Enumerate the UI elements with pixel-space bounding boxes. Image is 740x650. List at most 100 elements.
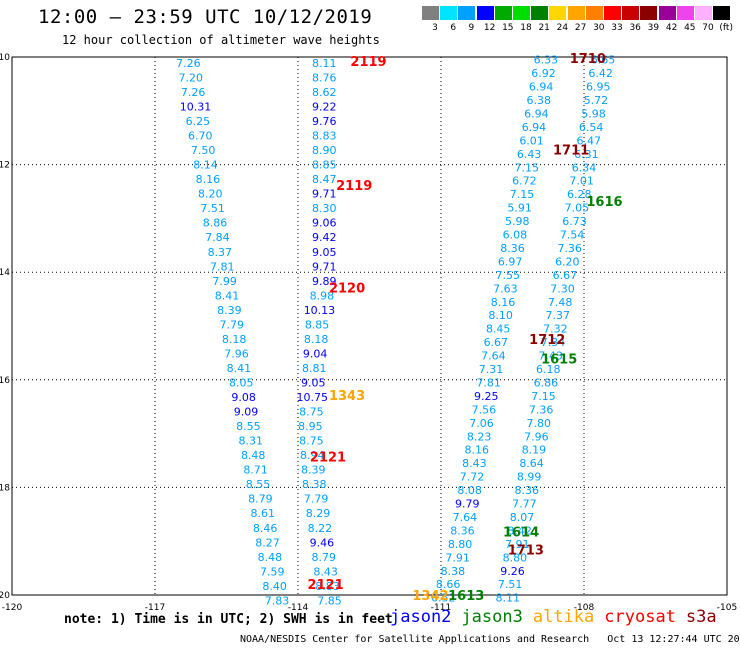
wave-height-value: 10.13: [304, 304, 336, 317]
wave-height-value: 6.25: [186, 115, 211, 128]
wave-height-value: 9.04: [303, 347, 328, 360]
wave-height-value: 7.83: [265, 594, 290, 607]
wave-height-value: 8.75: [299, 435, 324, 448]
pass-number-label: 1616: [586, 195, 622, 210]
wave-height-value: 8.16: [465, 444, 490, 457]
wave-height-value: 8.07: [510, 511, 535, 524]
wave-height-value: 8.11: [495, 592, 520, 605]
wave-height-value: 6.34: [572, 161, 597, 174]
wave-height-value: 7.81: [210, 260, 235, 273]
wave-height-value: 7.80: [526, 417, 551, 430]
wave-height-value: 8.38: [302, 478, 327, 491]
wave-height-value: 7.01: [569, 175, 594, 188]
wave-height-value: 6.47: [577, 134, 602, 147]
wave-height-value: 9.46: [310, 536, 335, 549]
wave-height-value: 6.70: [188, 130, 213, 143]
wave-height-value: 8.40: [262, 580, 287, 593]
wave-height-value: 7.20: [179, 71, 204, 84]
wave-height-value: 8.99: [517, 471, 542, 484]
wave-height-value: 7.91: [505, 538, 530, 551]
wave-height-value: 6.92: [531, 67, 556, 80]
colorbar-label: 33: [611, 23, 623, 33]
wave-height-value: 6.94: [524, 107, 549, 120]
colorbar-label: 39: [647, 23, 660, 33]
wave-height-value: 6.73: [562, 215, 587, 228]
wave-height-value: 6.20: [555, 255, 580, 268]
wave-height-value: 8.08: [457, 484, 482, 497]
wave-height-value: 6.18: [536, 363, 561, 376]
wave-height-value: 8.64: [519, 457, 544, 470]
wave-height-value: 8.43: [313, 565, 338, 578]
wave-height-value: 8.20: [198, 188, 223, 201]
wave-height-value: 7.32: [543, 323, 568, 336]
wave-height-value: 7.56: [472, 403, 497, 416]
colorbar-swatch: [458, 6, 476, 20]
wave-height-value: 7.05: [565, 202, 590, 215]
wave-height-value: 8.95: [298, 420, 323, 433]
wave-height-value: 8.39: [217, 304, 242, 317]
x-tick-label: -111: [431, 603, 451, 613]
pass-number-label: 2121: [310, 451, 346, 466]
wave-height-value: 7.81: [476, 376, 501, 389]
wave-height-value: 7.96: [224, 347, 249, 360]
colorbar-swatch: [695, 6, 712, 20]
wave-height-value: 8.23: [467, 430, 492, 443]
wave-height-value: 8.98: [310, 289, 335, 302]
wave-height-value: 9.76: [312, 115, 337, 128]
note-text: note: 1) Time is in UTC; 2) SWH is in fe…: [64, 612, 393, 627]
wave-height-value: 8.38: [441, 565, 466, 578]
wave-height-value: 9.71: [312, 188, 337, 201]
pass-number-label: 1711: [553, 144, 589, 159]
pass-number-label: 1342: [412, 589, 448, 604]
wave-height-value: 5.98: [581, 107, 606, 120]
wave-height-value: 8.83: [312, 130, 337, 143]
wave-height-value: 6.94: [522, 121, 547, 134]
wave-height-value: 6.33: [534, 54, 559, 67]
wave-height-value: 6.86: [534, 376, 559, 389]
wave-height-value: 7.96: [524, 430, 549, 443]
wave-height-value: 8.85: [312, 159, 337, 172]
wave-height-value: 8.36: [515, 484, 540, 497]
pass-number-label: 2119: [350, 55, 386, 70]
wave-height-value: 7.36: [529, 403, 554, 416]
y-tick-label: -20: [0, 591, 10, 601]
wave-height-value: 8.31: [239, 435, 264, 448]
colorbar-label: 27: [574, 23, 587, 33]
colorbar-swatch: [422, 6, 439, 20]
wave-height-value: 8.18: [222, 333, 247, 346]
satellite-legend: jason2 jason3 altika cryosat s3a: [390, 607, 727, 627]
colorbar-label: 3: [432, 23, 438, 33]
wave-height-value: 6.28: [567, 188, 592, 201]
pass-number-label: 1615: [541, 352, 577, 367]
wave-height-value: 8.36: [500, 242, 525, 255]
wave-height-value: 7.85: [317, 594, 342, 607]
colorbar-label: 15: [502, 23, 514, 33]
wave-height-value: 8.79: [311, 551, 336, 564]
y-tick-label: -14: [0, 268, 10, 278]
wave-height-value: 7.91: [445, 551, 470, 564]
wave-height-value: 8.90: [312, 144, 337, 157]
wave-height-value: 8.41: [215, 289, 240, 302]
wave-height-value: 8.18: [304, 333, 329, 346]
page-title: 12:00 – 23:59 UTC 10/12/2019: [38, 6, 373, 28]
wave-height-value: 7.64: [481, 350, 506, 363]
wave-height-value: 7.15: [510, 188, 535, 201]
wave-height-value: 8.39: [301, 464, 326, 477]
wave-height-value: 8.66: [436, 578, 461, 591]
y-tick-label: -10: [0, 53, 10, 63]
wave-height-value: 8.61: [250, 507, 275, 520]
wave-height-value: 7.26: [181, 86, 206, 99]
wave-height-value: 8.48: [258, 551, 283, 564]
wave-height-value: 7.79: [304, 493, 329, 506]
wave-height-value: 8.55: [246, 478, 271, 491]
wave-height-value: 6.43: [517, 148, 542, 161]
map-frame: [11, 56, 728, 596]
wave-height-value: 9.89: [312, 275, 337, 288]
wave-height-value: 8.48: [241, 449, 266, 462]
wave-height-value: 6.67: [484, 336, 509, 349]
wave-height-value: 8.80: [503, 551, 528, 564]
wave-height-value: 8.94: [300, 449, 325, 462]
y-tick-label: -16: [0, 376, 10, 386]
wave-height-value: 6.01: [519, 134, 544, 147]
wave-height-value: 7.51: [200, 202, 225, 215]
